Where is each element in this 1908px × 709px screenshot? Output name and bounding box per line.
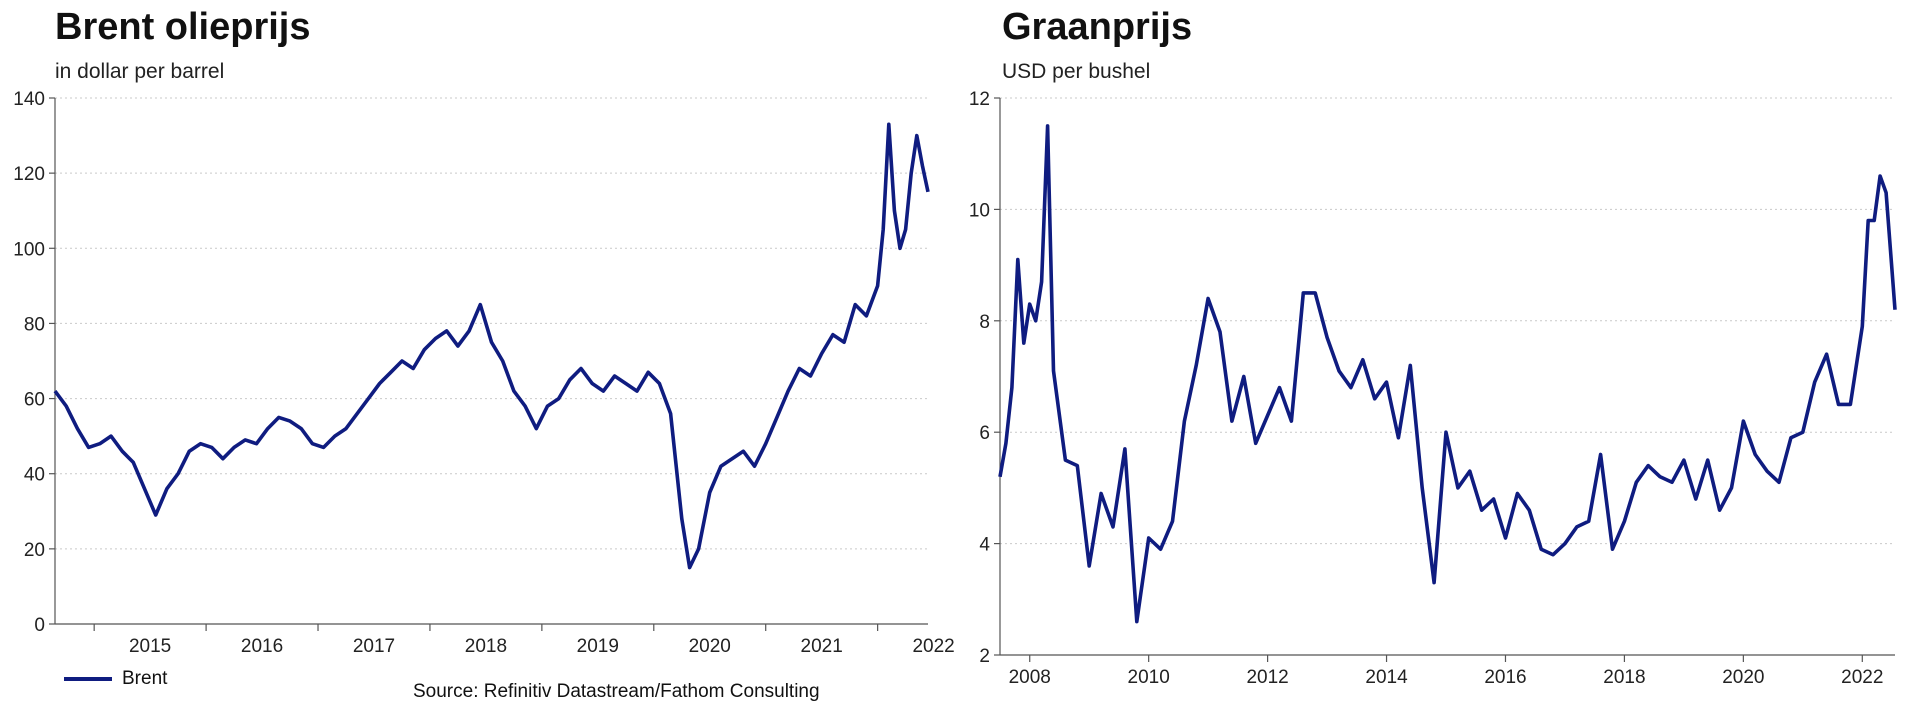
brent-ytick-label: 20 xyxy=(24,540,45,561)
brent-ytick-label: 60 xyxy=(24,390,45,411)
brent-xtick-label: 2021 xyxy=(801,636,843,657)
brent-ytick-label: 0 xyxy=(34,615,45,636)
brent-chart-title: Brent olieprijs xyxy=(55,6,311,48)
grain-xtick-label: 2012 xyxy=(1246,667,1288,688)
brent-ytick-label: 100 xyxy=(13,239,45,260)
grain-xtick-label: 2016 xyxy=(1484,667,1526,688)
grain-xtick-label: 2020 xyxy=(1722,667,1764,688)
grain-ytick-label: 4 xyxy=(979,535,990,556)
grain-xtick-label: 2010 xyxy=(1128,667,1170,688)
brent-legend: Brent xyxy=(64,668,167,690)
grain-series-line xyxy=(998,124,1897,624)
brent-xtick-label: 2015 xyxy=(129,636,171,657)
brent-ytick-label: 140 xyxy=(13,89,45,110)
source-note: Source: Refinitiv Datastream/Fathom Cons… xyxy=(413,681,820,702)
brent-xtick-label: 2016 xyxy=(241,636,283,657)
brent-xtick-label: 2022 xyxy=(912,636,954,657)
brent-xtick-label: 2020 xyxy=(689,636,731,657)
brent-legend-label: Brent xyxy=(122,668,168,689)
grain-xtick-label: 2008 xyxy=(1009,667,1051,688)
grain-xtick-label: 2022 xyxy=(1841,667,1883,688)
grain-xtick-label: 2014 xyxy=(1365,667,1408,688)
brent-ytick-label: 120 xyxy=(13,164,45,185)
grain-chart-subtitle: USD per bushel xyxy=(1002,60,1151,83)
brent-series-line xyxy=(53,122,930,570)
grain-ytick-label: 12 xyxy=(969,89,990,110)
brent-legend-swatch xyxy=(64,677,112,681)
brent-xtick-label: 2017 xyxy=(353,636,395,657)
grain-ytick-label: 2 xyxy=(979,646,990,667)
grain-chart-title: Graanprijs xyxy=(1002,6,1193,48)
grain-ytick-label: 8 xyxy=(979,312,990,333)
grain-ytick-label: 6 xyxy=(979,423,990,444)
brent-xtick-label: 2019 xyxy=(577,636,619,657)
grain-ytick-label: 10 xyxy=(969,200,990,221)
brent-chart-subtitle: in dollar per barrel xyxy=(55,60,225,83)
brent-ytick-label: 40 xyxy=(24,465,45,486)
brent-xtick-label: 2018 xyxy=(465,636,507,657)
grain-xtick-label: 2018 xyxy=(1603,667,1645,688)
brent-ytick-label: 80 xyxy=(24,314,45,335)
